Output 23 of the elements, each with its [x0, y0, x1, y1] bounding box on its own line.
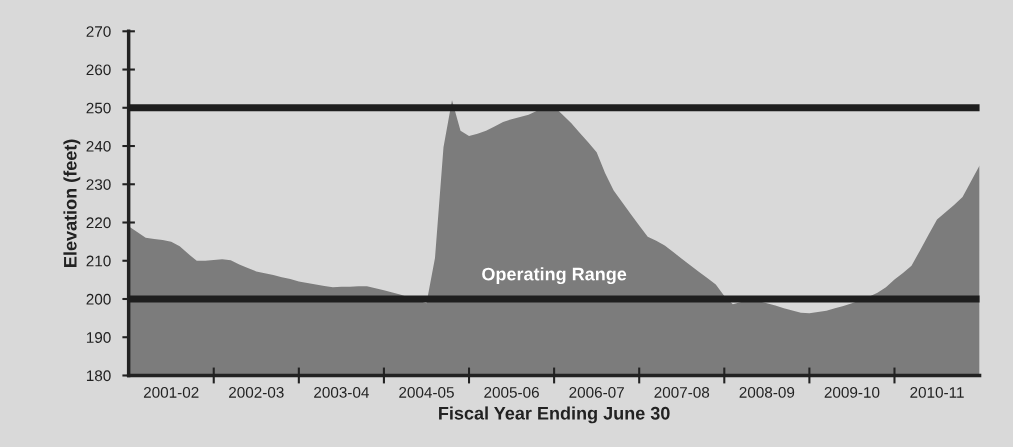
- x-tick-label: 2004-05: [399, 386, 454, 398]
- y-tick-label: 260: [86, 64, 111, 76]
- annotation: Operating Range: [482, 267, 627, 285]
- x-tick-label: 2003-04: [314, 386, 369, 398]
- y-tick-label: 220: [86, 217, 111, 229]
- x-tick-label: 2005-06: [484, 386, 539, 398]
- y-tick-label: 200: [86, 293, 111, 305]
- y-axis-title: Elevation (feet): [63, 139, 81, 267]
- y-tick-label: 240: [86, 140, 111, 152]
- x-tick-label: 2001-02: [143, 386, 199, 398]
- y-tick-label: 210: [86, 255, 111, 267]
- y-tick-label: 180: [86, 370, 111, 382]
- x-tick-label: 2007-08: [654, 386, 710, 398]
- x-tick-label: 2009-10: [824, 386, 880, 398]
- y-tick-label: 250: [86, 102, 111, 114]
- x-tick-label: 2002-03: [229, 386, 284, 398]
- y-tick-label: 230: [86, 179, 111, 190]
- x-tick-label: 2008-09: [739, 386, 795, 398]
- x-tick-label: 2006-07: [569, 386, 624, 398]
- x-axis-title: Fiscal Year Ending June 30: [439, 406, 670, 424]
- x-tick-label: 2010-11: [910, 386, 964, 398]
- y-tick-label: 270: [86, 26, 111, 37]
- y-tick-label: 190: [86, 332, 111, 343]
